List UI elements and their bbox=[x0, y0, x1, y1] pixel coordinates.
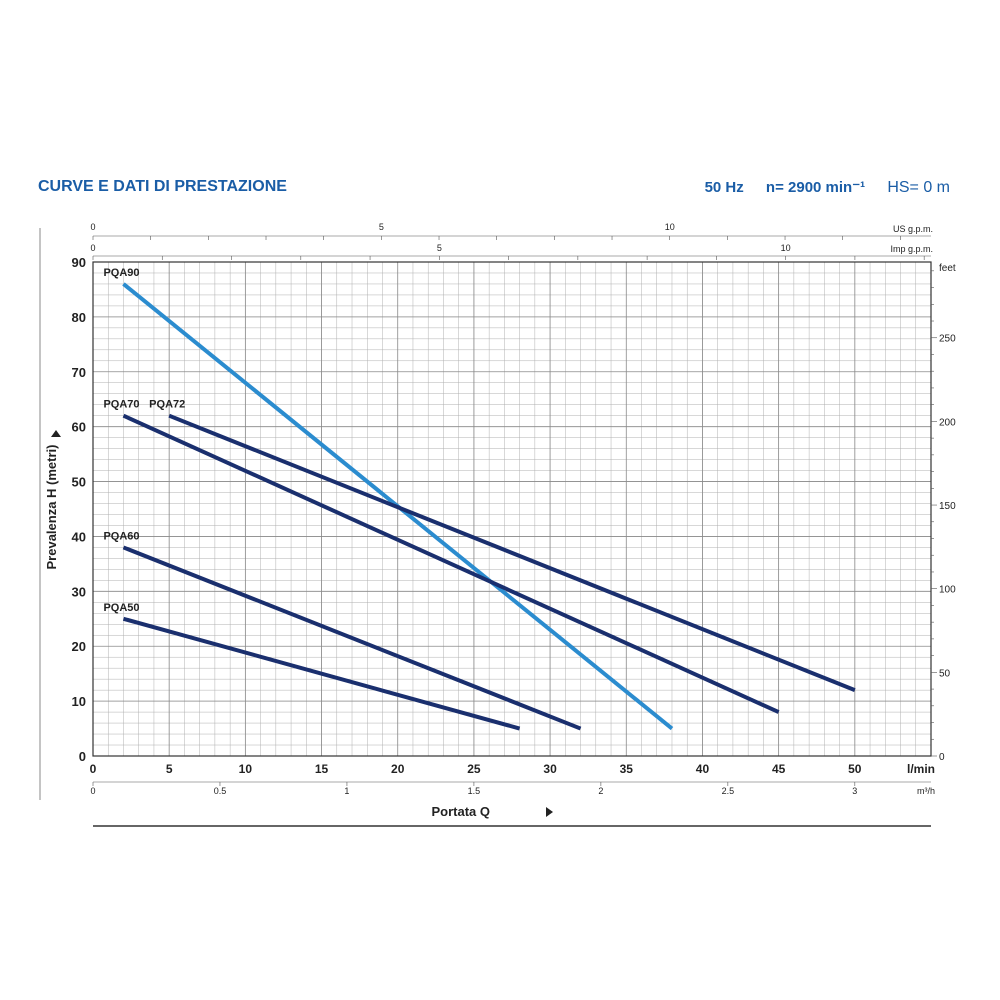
m3h-tick-label: 0 bbox=[90, 786, 95, 796]
feet-tick-label: 200 bbox=[939, 417, 956, 428]
x-tick-label: 45 bbox=[772, 762, 786, 776]
y-tick-label: 30 bbox=[72, 584, 86, 599]
us-gpm-tick-label: 5 bbox=[379, 222, 384, 232]
series-names: PQA90 PQA70 PQA72 PQA60 PQA50 bbox=[103, 267, 185, 614]
x-unit-label: l/min bbox=[907, 762, 935, 776]
series-line-pqa60 bbox=[122, 545, 582, 731]
m3h-unit-label: m³/h bbox=[917, 786, 935, 796]
m3h-tick-label: 2.5 bbox=[722, 786, 735, 796]
m3h-tick-label: 3 bbox=[852, 786, 857, 796]
x-tick-label: 50 bbox=[848, 762, 862, 776]
plot-frame bbox=[92, 261, 932, 757]
series-line-pqa50 bbox=[122, 616, 521, 731]
x-tick-label: 0 bbox=[90, 762, 97, 776]
hs-label: HS= 0 m bbox=[887, 179, 950, 196]
feet-tick-label: 250 bbox=[939, 334, 956, 345]
y-axis-title: Prevalenza H (metri) bbox=[44, 445, 59, 570]
imp-gpm-tick-label: 0 bbox=[90, 243, 95, 253]
feet-tick-label: 100 bbox=[939, 585, 956, 596]
y-tick-label: 0 bbox=[79, 749, 86, 764]
x-tick-label: 5 bbox=[166, 762, 173, 776]
x-tick-label: 10 bbox=[239, 762, 253, 776]
feet-tick-label: 0 bbox=[939, 752, 945, 763]
series-label-pqa90: PQA90 bbox=[103, 267, 139, 279]
x-tick-label: 40 bbox=[696, 762, 710, 776]
grid-minor bbox=[92, 261, 932, 757]
x-tick-label: 30 bbox=[543, 762, 557, 776]
m3h-tick-label: 2 bbox=[598, 786, 603, 796]
imp-gpm-tick-label: 10 bbox=[781, 243, 791, 253]
series-line-pqa72 bbox=[168, 413, 856, 692]
y-tick-label: 10 bbox=[72, 694, 86, 709]
us-gpm-tick-label: 10 bbox=[665, 222, 675, 232]
series-layer bbox=[122, 282, 856, 731]
x-axis-title: Portata Q bbox=[431, 804, 490, 819]
series-label-pqa50: PQA50 bbox=[103, 602, 139, 614]
series-label-pqa60: PQA60 bbox=[103, 530, 139, 542]
imp-gpm-unit-label: Imp g.p.m. bbox=[890, 244, 933, 254]
y-tick-label: 90 bbox=[72, 255, 86, 270]
y-tick-label: 60 bbox=[72, 420, 86, 435]
operating-conditions: 50 Hz n= 2900 min⁻¹ HS= 0 m bbox=[687, 178, 950, 197]
y-tick-label: 70 bbox=[72, 365, 86, 380]
y-tick-label: 20 bbox=[72, 639, 86, 654]
series-line-pqa70 bbox=[122, 413, 780, 714]
x-tick-label: 25 bbox=[467, 762, 481, 776]
y-tick-label: 40 bbox=[72, 529, 86, 544]
m3h-tick-label: 1 bbox=[344, 786, 349, 796]
feet-tick-label: 150 bbox=[939, 501, 956, 512]
y-tick-label: 50 bbox=[72, 475, 86, 490]
x-axis-arrow-icon bbox=[546, 807, 553, 817]
series-label-pqa72: PQA72 bbox=[149, 399, 185, 411]
chart-title: CURVE E DATI DI PRESTAZIONE bbox=[38, 178, 287, 195]
m3h-tick-label: 1.5 bbox=[468, 786, 481, 796]
imp-gpm-tick-label: 5 bbox=[437, 243, 442, 253]
frequency-label: 50 Hz bbox=[704, 179, 744, 196]
speed-label: n= 2900 min⁻¹ bbox=[765, 179, 866, 196]
axes-labels: 0 5 10 15 20 25 30 35 40 45 50 l/min010203040506070… bbox=[72, 222, 957, 796]
m3h-tick-label: 0.5 bbox=[214, 786, 227, 796]
x-tick-label: 20 bbox=[391, 762, 405, 776]
feet-unit-label: feet bbox=[939, 263, 956, 274]
x-tick-label: 35 bbox=[620, 762, 634, 776]
y-axis-arrow-icon bbox=[51, 430, 61, 437]
feet-tick-label: 50 bbox=[939, 668, 951, 679]
us-gpm-unit-label: US g.p.m. bbox=[893, 224, 933, 234]
x-tick-label: 15 bbox=[315, 762, 329, 776]
series-label-pqa70: PQA70 bbox=[103, 399, 139, 411]
y-tick-label: 80 bbox=[72, 310, 86, 325]
us-gpm-tick-label: 0 bbox=[90, 222, 95, 232]
grid-major bbox=[92, 261, 931, 757]
